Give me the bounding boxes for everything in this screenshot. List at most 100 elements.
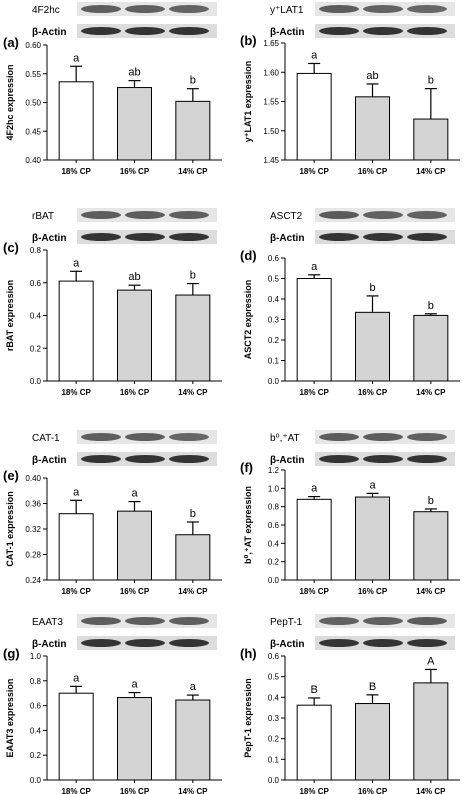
bar xyxy=(117,510,152,581)
significance-letter: a xyxy=(73,52,80,64)
blot-band xyxy=(81,433,121,441)
blot-band xyxy=(363,233,403,241)
y-tick-label: 0.2 xyxy=(30,751,42,760)
y-tick-label: 0.1 xyxy=(268,755,280,764)
significance-letter: a xyxy=(73,672,80,684)
y-tick-label: 0.0 xyxy=(268,576,280,585)
y-tick-label: 0.6 xyxy=(268,652,280,661)
x-tick-label: 16% CP xyxy=(120,388,150,397)
x-tick-label: 16% CP xyxy=(358,388,388,397)
y-tick-label: 0.1 xyxy=(268,357,280,366)
blot-band xyxy=(319,233,359,241)
bar xyxy=(175,100,211,161)
blot-band xyxy=(363,433,403,441)
bar xyxy=(58,81,94,161)
blot-band xyxy=(125,233,165,241)
blot-band xyxy=(319,639,359,647)
blot-band xyxy=(407,617,447,625)
x-tick-label: 14% CP xyxy=(178,787,208,794)
y-tick-label: 0.50 xyxy=(25,99,41,108)
y-tick-label: 0.3 xyxy=(268,714,280,723)
panel-d: ASCT2 β-Actin (d) 0.0 0.1 0.2 0.3 0.4 0.5 0.6 ASCT… xyxy=(240,208,460,397)
bar xyxy=(413,682,449,781)
y-axis-label: b⁰,⁺AT expression xyxy=(243,486,253,564)
blot-band xyxy=(363,617,403,625)
y-tick-label: 1.50 xyxy=(263,127,279,136)
blot-band xyxy=(81,27,121,35)
y-tick-label: 0.45 xyxy=(25,127,41,136)
actin-label: β-Actin xyxy=(270,455,304,466)
x-tick-label: 18% CP xyxy=(299,167,329,176)
significance-letter: a xyxy=(311,261,318,273)
blot-band xyxy=(125,639,165,647)
protein-label: b⁰,⁺AT xyxy=(270,433,300,444)
y-tick-label: 0.6 xyxy=(268,521,280,530)
blot-band xyxy=(169,639,209,647)
bar xyxy=(117,289,152,382)
x-tick-label: 18% CP xyxy=(299,587,329,596)
blot-band xyxy=(407,5,447,13)
blot-band xyxy=(363,5,403,13)
y-tick-label: 0.60 xyxy=(25,41,41,50)
blot-band xyxy=(407,233,447,241)
x-tick-label: 14% CP xyxy=(416,787,446,794)
y-axis-label: ASCT2 expression xyxy=(243,280,253,360)
blot-band xyxy=(407,639,447,647)
bar xyxy=(296,704,332,781)
x-tick-label: 16% CP xyxy=(358,587,388,596)
y-tick-label: 0.8 xyxy=(268,503,280,512)
protein-label: y⁺LAT1 xyxy=(270,5,304,16)
bar xyxy=(296,72,332,161)
blot-band xyxy=(81,5,121,13)
blot-band xyxy=(169,27,209,35)
blot-band xyxy=(363,27,403,35)
significance-letter: ab xyxy=(366,70,378,82)
y-tick-label: 0.4 xyxy=(268,295,280,304)
blot-band xyxy=(363,211,403,219)
y-tick-label: 0.32 xyxy=(25,525,41,534)
blot-band xyxy=(319,5,359,13)
y-axis-label: 4F2hc expression xyxy=(5,64,15,140)
bar xyxy=(296,498,332,581)
panel-label: (a) xyxy=(3,35,19,50)
y-axis-label: y⁺LAT1 expression xyxy=(243,61,253,143)
panel-f: b⁰,⁺AT β-Actin (f) 0.0 0.2 0.4 0.6 0.8 1.0 1.2 b⁰,… xyxy=(240,430,460,596)
x-tick-label: 16% CP xyxy=(358,787,388,794)
y-tick-label: 0.4 xyxy=(30,312,42,321)
x-tick-label: 18% CP xyxy=(61,787,91,794)
significance-letter: a xyxy=(131,488,138,500)
actin-label: β-Actin xyxy=(270,27,304,38)
bar xyxy=(355,96,390,161)
significance-letter: a xyxy=(311,483,318,495)
y-tick-label: 0.40 xyxy=(25,156,41,165)
panel-b: y⁺LAT1 β-Actin (b) 1.45 1.50 1.55 1.60 1.65 y⁺LA… xyxy=(240,2,460,176)
blot-band xyxy=(407,433,447,441)
blot-band xyxy=(125,5,165,13)
significance-letter: b xyxy=(428,495,434,507)
bar xyxy=(58,513,94,581)
y-tick-label: 0.6 xyxy=(268,254,280,263)
blot-band xyxy=(169,233,209,241)
bar xyxy=(355,311,390,382)
y-tick-label: 0.0 xyxy=(268,377,280,386)
protein-label: ASCT2 xyxy=(270,211,303,222)
blot-band xyxy=(125,211,165,219)
y-tick-label: 0.5 xyxy=(268,673,280,682)
significance-letter: a xyxy=(73,486,80,498)
blot-band xyxy=(319,617,359,625)
y-tick-label: 0.0 xyxy=(268,776,280,785)
panel-label: (d) xyxy=(240,248,257,263)
blot-band xyxy=(407,211,447,219)
bar xyxy=(296,278,332,382)
y-axis-label: rBAT expression xyxy=(5,280,15,351)
blot-band xyxy=(363,455,403,463)
significance-letter: ab xyxy=(128,271,140,283)
y-tick-label: 0.6 xyxy=(30,702,42,711)
panel-a: 4F2hc β-Actin (a) 0.40 0.45 0.50 0.55 0.60 4F2hc… xyxy=(3,2,222,176)
blot-band xyxy=(169,617,209,625)
y-tick-label: 0.55 xyxy=(25,70,41,79)
significance-letter: a xyxy=(369,479,376,491)
significance-letter: a xyxy=(131,679,138,691)
panel-label: (e) xyxy=(3,468,19,483)
